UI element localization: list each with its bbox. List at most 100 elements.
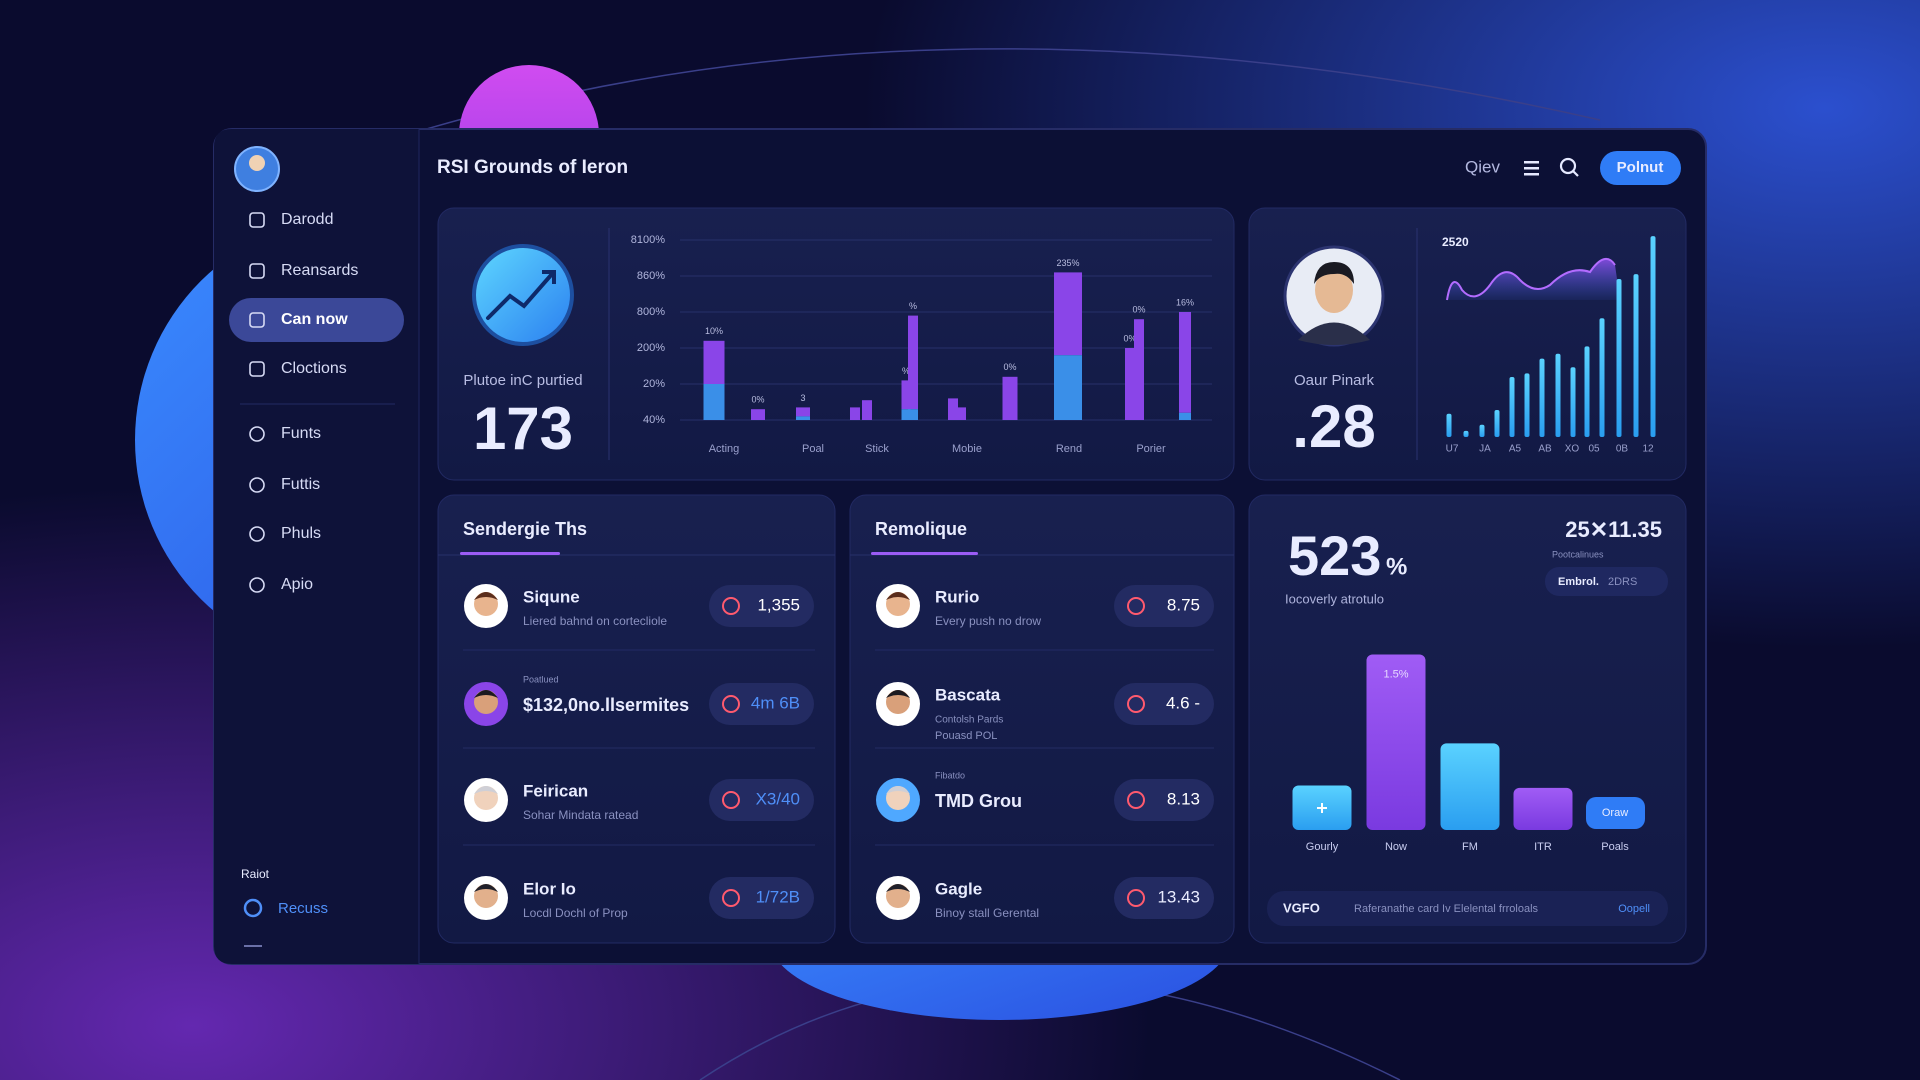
tab-underline <box>460 552 560 555</box>
pill-value: 4.6 - <box>1166 693 1200 712</box>
pill-icon <box>722 695 740 713</box>
row-name: Siqune <box>523 587 580 606</box>
pill-value: 8.13 <box>1167 789 1200 808</box>
pill-icon <box>1127 889 1145 907</box>
avatar <box>474 884 498 892</box>
value-pill[interactable] <box>709 877 814 919</box>
value-pill[interactable] <box>709 585 814 627</box>
row-name: Elor Io <box>523 879 576 898</box>
bar <box>1366 654 1426 830</box>
bar-segment <box>862 400 872 420</box>
nav-item[interactable]: Phuls <box>281 525 321 542</box>
search-icon <box>1572 170 1579 177</box>
value-pill[interactable] <box>1114 585 1214 627</box>
menu-bar <box>1524 173 1539 176</box>
summary-caption: Iocoverly atrotulo <box>1285 591 1384 606</box>
avatar <box>474 786 498 794</box>
row-sub: Pouasd POL <box>935 730 997 742</box>
bar-chart: 2520 U7 JA A5 AB XO 05 0B 12 <box>1442 235 1656 455</box>
x-tick-label: U7 <box>1446 444 1459 455</box>
nav-item[interactable]: Reansards <box>281 262 358 279</box>
row-name: Bascata <box>935 685 1001 704</box>
avatar <box>474 786 498 810</box>
bar-label: 0% <box>1132 305 1145 315</box>
card <box>1248 494 1687 944</box>
bar-label: 0% <box>1123 333 1136 343</box>
profile-avatar <box>1314 262 1354 284</box>
row-sub: Binoy stall Gerental <box>935 906 1039 920</box>
nav-item[interactable]: Funts <box>281 425 321 442</box>
nav-item[interactable]: Futtis <box>281 476 320 493</box>
bar-segment <box>850 407 860 420</box>
value-pill[interactable] <box>1114 877 1214 919</box>
page-title: RSI Grounds of Ieron <box>437 157 628 178</box>
bar <box>1479 424 1485 437</box>
bar <box>1633 274 1639 437</box>
value-pill[interactable] <box>1114 683 1214 725</box>
nav-item[interactable]: Apio <box>281 576 313 593</box>
nav-active-pill[interactable] <box>229 298 404 342</box>
row-name: Feirican <box>523 781 588 800</box>
search-text[interactable]: Qiev <box>1465 157 1500 176</box>
pill-value: X3/40 <box>756 789 800 808</box>
avatar <box>474 592 498 616</box>
value-pill[interactable] <box>709 683 814 725</box>
chip[interactable] <box>1545 567 1668 596</box>
y-tick-label: 800% <box>637 306 665 318</box>
bar <box>1599 318 1605 437</box>
summary-button[interactable] <box>1586 797 1645 829</box>
profile-avatar <box>1298 322 1370 345</box>
nav-icon <box>249 577 265 593</box>
bar-label: 1.5% <box>1383 668 1408 680</box>
y-tick-label: 40% <box>643 414 665 426</box>
sidebar-footer-label: Raiot <box>241 867 270 881</box>
footer-link[interactable]: Oopell <box>1618 903 1650 915</box>
summary-button-label: Poals <box>1601 841 1629 853</box>
bar-segment <box>1179 412 1191 420</box>
nav-item[interactable]: Darodd <box>281 211 333 228</box>
header-button-label[interactable]: Polnut <box>1617 159 1664 176</box>
row-kicker: Poatlued <box>523 674 559 684</box>
menu-icon[interactable] <box>1524 161 1539 176</box>
nav-icon <box>249 361 265 377</box>
chip-label: Embrol. <box>1558 576 1599 588</box>
bar <box>1539 358 1545 437</box>
avatar <box>886 786 910 810</box>
footer-tag: VGFO <box>1283 900 1320 915</box>
footer-text: Raferanathe card Iv Elelental frroloals <box>1354 903 1539 915</box>
bar <box>1494 410 1500 437</box>
row-sub: Every push no drow <box>935 614 1041 628</box>
x-tick-label: AB <box>1538 444 1552 455</box>
avatar <box>886 884 910 908</box>
avatar <box>474 690 498 714</box>
bar-label: 235% <box>1056 258 1079 268</box>
bar-label: % <box>902 366 910 376</box>
pill-value: 1,355 <box>757 595 800 614</box>
bar-segment <box>1002 376 1018 420</box>
bar <box>1555 353 1561 437</box>
avatar <box>886 690 910 714</box>
header-button[interactable] <box>1600 151 1681 185</box>
bar-segment <box>796 416 810 420</box>
sidebar-footer-link[interactable]: Recuss <box>278 900 328 917</box>
card-title: Remolique <box>875 519 967 539</box>
stat-icon <box>472 244 574 346</box>
search-icon[interactable] <box>1559 157 1577 175</box>
bar <box>1513 787 1573 830</box>
avatar <box>474 592 498 600</box>
value-pill[interactable] <box>1114 779 1214 821</box>
value-pill[interactable] <box>709 779 814 821</box>
row-name: $132,0no.llsermites <box>523 695 689 715</box>
footer-strip <box>1267 891 1668 926</box>
bar <box>1463 430 1469 437</box>
summary-button-text[interactable]: Oraw <box>1602 807 1628 819</box>
nav-item[interactable]: Cloctions <box>281 360 347 377</box>
bar-segment <box>1134 319 1144 420</box>
y-tick-label: 20% <box>643 378 665 390</box>
bar <box>1440 743 1500 830</box>
x-tick-label: ITR <box>1534 841 1552 853</box>
bar <box>1446 413 1452 437</box>
nav-icon <box>249 263 265 279</box>
nav-item[interactable]: Can now <box>281 311 348 328</box>
